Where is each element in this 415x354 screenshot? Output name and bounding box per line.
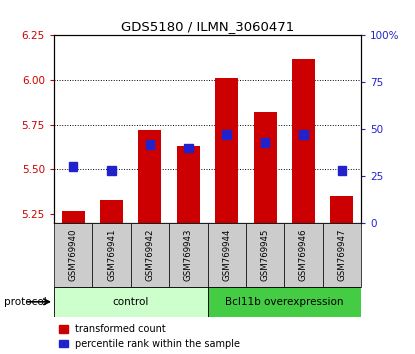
Bar (93, 223, 131, 287)
Bar (100, 200, 123, 223)
Bar (169, 223, 208, 287)
Bar (146, 140, 154, 149)
Bar (261, 138, 269, 147)
Text: GSM769942: GSM769942 (145, 229, 154, 281)
Bar (299, 130, 308, 139)
Text: GSM769947: GSM769947 (337, 229, 347, 281)
Bar (184, 143, 193, 153)
Text: GSM769943: GSM769943 (184, 229, 193, 281)
Text: GSM769940: GSM769940 (68, 229, 78, 281)
Bar (139, 130, 161, 223)
Bar (54, 287, 208, 317)
Text: protocol: protocol (4, 297, 47, 307)
Text: GSM769945: GSM769945 (261, 229, 270, 281)
Title: GDS5180 / ILMN_3060471: GDS5180 / ILMN_3060471 (121, 20, 294, 33)
Bar (292, 59, 315, 223)
Bar (131, 223, 169, 287)
Bar (284, 223, 323, 287)
Bar (54, 223, 92, 287)
Bar (246, 223, 284, 287)
Bar (338, 166, 346, 175)
Bar (323, 223, 361, 287)
Bar (330, 196, 354, 223)
Bar (208, 287, 361, 317)
Text: control: control (112, 297, 149, 307)
Bar (215, 78, 238, 223)
Text: Bcl11b overexpression: Bcl11b overexpression (225, 297, 344, 307)
Text: GSM769941: GSM769941 (107, 229, 116, 281)
Bar (62, 211, 85, 223)
Bar (69, 162, 77, 171)
Bar (254, 112, 276, 223)
Text: GSM769944: GSM769944 (222, 229, 231, 281)
Bar (208, 223, 246, 287)
Legend: transformed count, percentile rank within the sample: transformed count, percentile rank withi… (59, 324, 240, 349)
Bar (222, 130, 231, 139)
Bar (177, 146, 200, 223)
Text: GSM769946: GSM769946 (299, 229, 308, 281)
Bar (107, 166, 116, 175)
